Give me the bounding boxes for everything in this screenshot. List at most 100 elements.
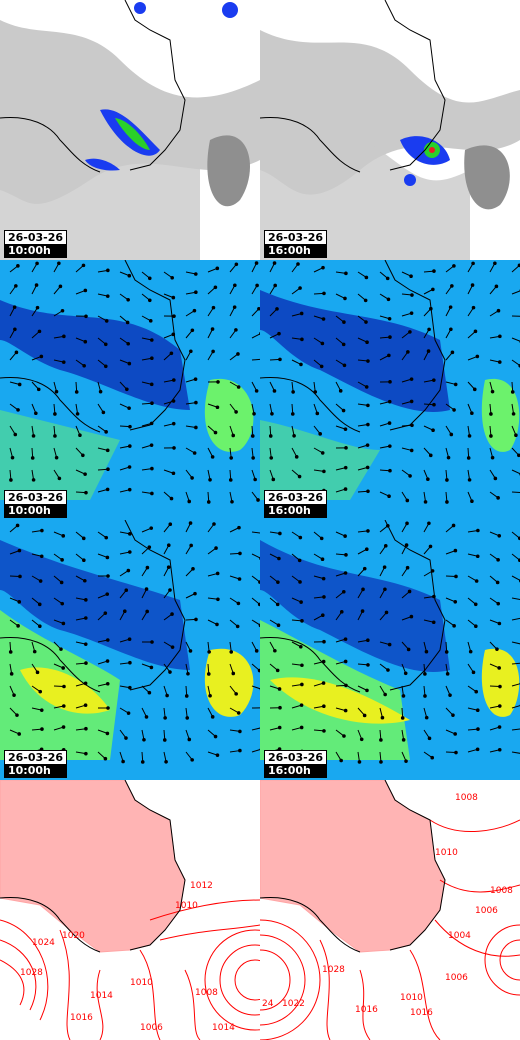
wind-arrow-head: [366, 359, 370, 363]
wind-arrow-head: [497, 534, 502, 538]
wind-arrow-head: [60, 601, 65, 606]
wind-arrow-head: [84, 598, 88, 602]
wind-arrow-head: [84, 314, 88, 319]
wind-arrow-head: [121, 759, 125, 764]
wind-arrow-head: [106, 574, 110, 578]
wind-arrow-head: [57, 476, 62, 481]
wind-arrow-head: [75, 412, 80, 416]
wind-arrow-head: [408, 474, 412, 478]
wind-arrow-head: [172, 446, 176, 450]
wind-arrow-head: [344, 446, 348, 450]
wind-arrow-head: [171, 295, 176, 300]
wind-arrow-head: [13, 432, 18, 437]
wind-arrow-head: [426, 477, 430, 482]
wind-arrow-head: [452, 264, 456, 268]
wind-arrow-head: [194, 425, 198, 430]
wind-arrow-head: [126, 568, 131, 573]
isobar-label: 1014: [90, 991, 113, 1001]
wind-arrow-head: [126, 341, 130, 346]
time-text: 16:00h: [265, 244, 327, 257]
wind-arrow-head: [128, 424, 132, 429]
wind-arrow-head: [190, 758, 194, 762]
wind-arrow-head: [322, 469, 326, 474]
wind-arrow-head: [128, 444, 132, 448]
wind-arrow-head: [313, 390, 318, 394]
wind-arrow-head: [213, 734, 218, 739]
isobar-label: 1010: [175, 901, 198, 911]
wind-arrow-head: [290, 412, 295, 416]
wind-arrow-head: [234, 692, 238, 696]
wind-arrow-head: [83, 681, 88, 686]
date-text: 26-03-26: [265, 231, 327, 244]
wind-arrow-head: [321, 659, 326, 664]
wind-arrow-head: [321, 576, 326, 581]
wind-arrow-head: [278, 357, 282, 362]
wind-arrow: [511, 728, 520, 731]
wind-arrow-head: [409, 274, 413, 279]
isobar-map: 1012 1010 1024 1028 1020 1014 1016 1010 …: [0, 780, 260, 1040]
wind-arrow-head: [39, 354, 44, 359]
wind-arrow-head: [185, 716, 190, 720]
wind-arrow-head: [322, 595, 326, 599]
satellite-map: [0, 0, 260, 260]
wind-arrow-head: [321, 265, 325, 270]
wind-arrow-head: [171, 421, 176, 426]
wind-arrow-head: [39, 708, 44, 712]
wind-arrow-head: [300, 337, 304, 342]
wind-arrow-head: [105, 294, 110, 298]
wind-arrow-head: [32, 649, 37, 654]
wind-arrow-head: [342, 734, 346, 738]
wind-arrow-head: [275, 602, 280, 607]
isobar-label: 1012: [190, 881, 213, 891]
wind-arrow-head: [127, 406, 131, 410]
wind-arrow-head: [230, 499, 234, 504]
wind-arrow-head: [321, 317, 326, 321]
wind-arrow-head: [84, 751, 88, 756]
wind-arrow-head: [387, 399, 392, 404]
wind-arrow-head: [34, 411, 38, 416]
wind-arrow-head: [318, 432, 322, 436]
wind-arrow-head: [497, 666, 501, 670]
wind-arrow-head: [61, 621, 66, 626]
wind-arrow-head: [343, 534, 347, 538]
wind-arrow-head: [163, 716, 167, 720]
wind-arrow-head: [191, 567, 195, 571]
wind-arrow-head: [57, 261, 61, 266]
wind-arrow-head: [410, 423, 414, 428]
wind-arrow-head: [365, 340, 369, 345]
wind-arrow-head: [270, 412, 274, 416]
date-text: 26-03-26: [5, 231, 67, 244]
wind-arrow-head: [275, 307, 279, 311]
wind-arrow-head: [208, 477, 212, 482]
wind-arrow-head: [448, 305, 453, 309]
wind-arrow-head: [83, 703, 88, 707]
wind-arrow-head: [341, 342, 346, 347]
pressure-panel-right: 1008 1010 1008 1006 1004 1006 1028 1010 …: [260, 780, 520, 1040]
wind-arrow-head: [383, 692, 387, 697]
wind-arrow-head: [382, 565, 387, 569]
wind-arrow-head: [387, 316, 392, 321]
wind-arrow-head: [384, 610, 389, 615]
isobar-map: 1008 1010 1008 1006 1004 1006 1028 1010 …: [260, 780, 520, 1040]
wind-arrow-head: [62, 334, 66, 339]
wind-arrow-head: [476, 528, 480, 533]
wind-arrow-head: [451, 523, 456, 528]
wind-arrow-head: [432, 402, 436, 407]
wind-arrow-head: [104, 319, 109, 323]
wind-arrow-head: [210, 327, 215, 331]
wind-arrow-head: [341, 408, 346, 413]
wind-arrow-head: [15, 713, 19, 717]
wind-arrow-head: [82, 578, 87, 583]
wind-arrow-head: [385, 276, 390, 281]
wind-arrow-head: [299, 703, 304, 707]
wind-arrow-head: [366, 422, 370, 427]
wind-arrow-head: [320, 557, 325, 562]
wind-arrow-head: [315, 411, 320, 416]
wind-arrow-head: [339, 758, 343, 763]
wind-arrow: [251, 358, 260, 361]
wind-panel-low-1000: 26-03-26 10:00h: [0, 260, 260, 520]
wind-arrow-head: [320, 613, 325, 618]
wind-arrow-head: [254, 649, 259, 653]
wind-arrow-head: [258, 623, 260, 628]
wind-arrow-head: [34, 283, 39, 287]
